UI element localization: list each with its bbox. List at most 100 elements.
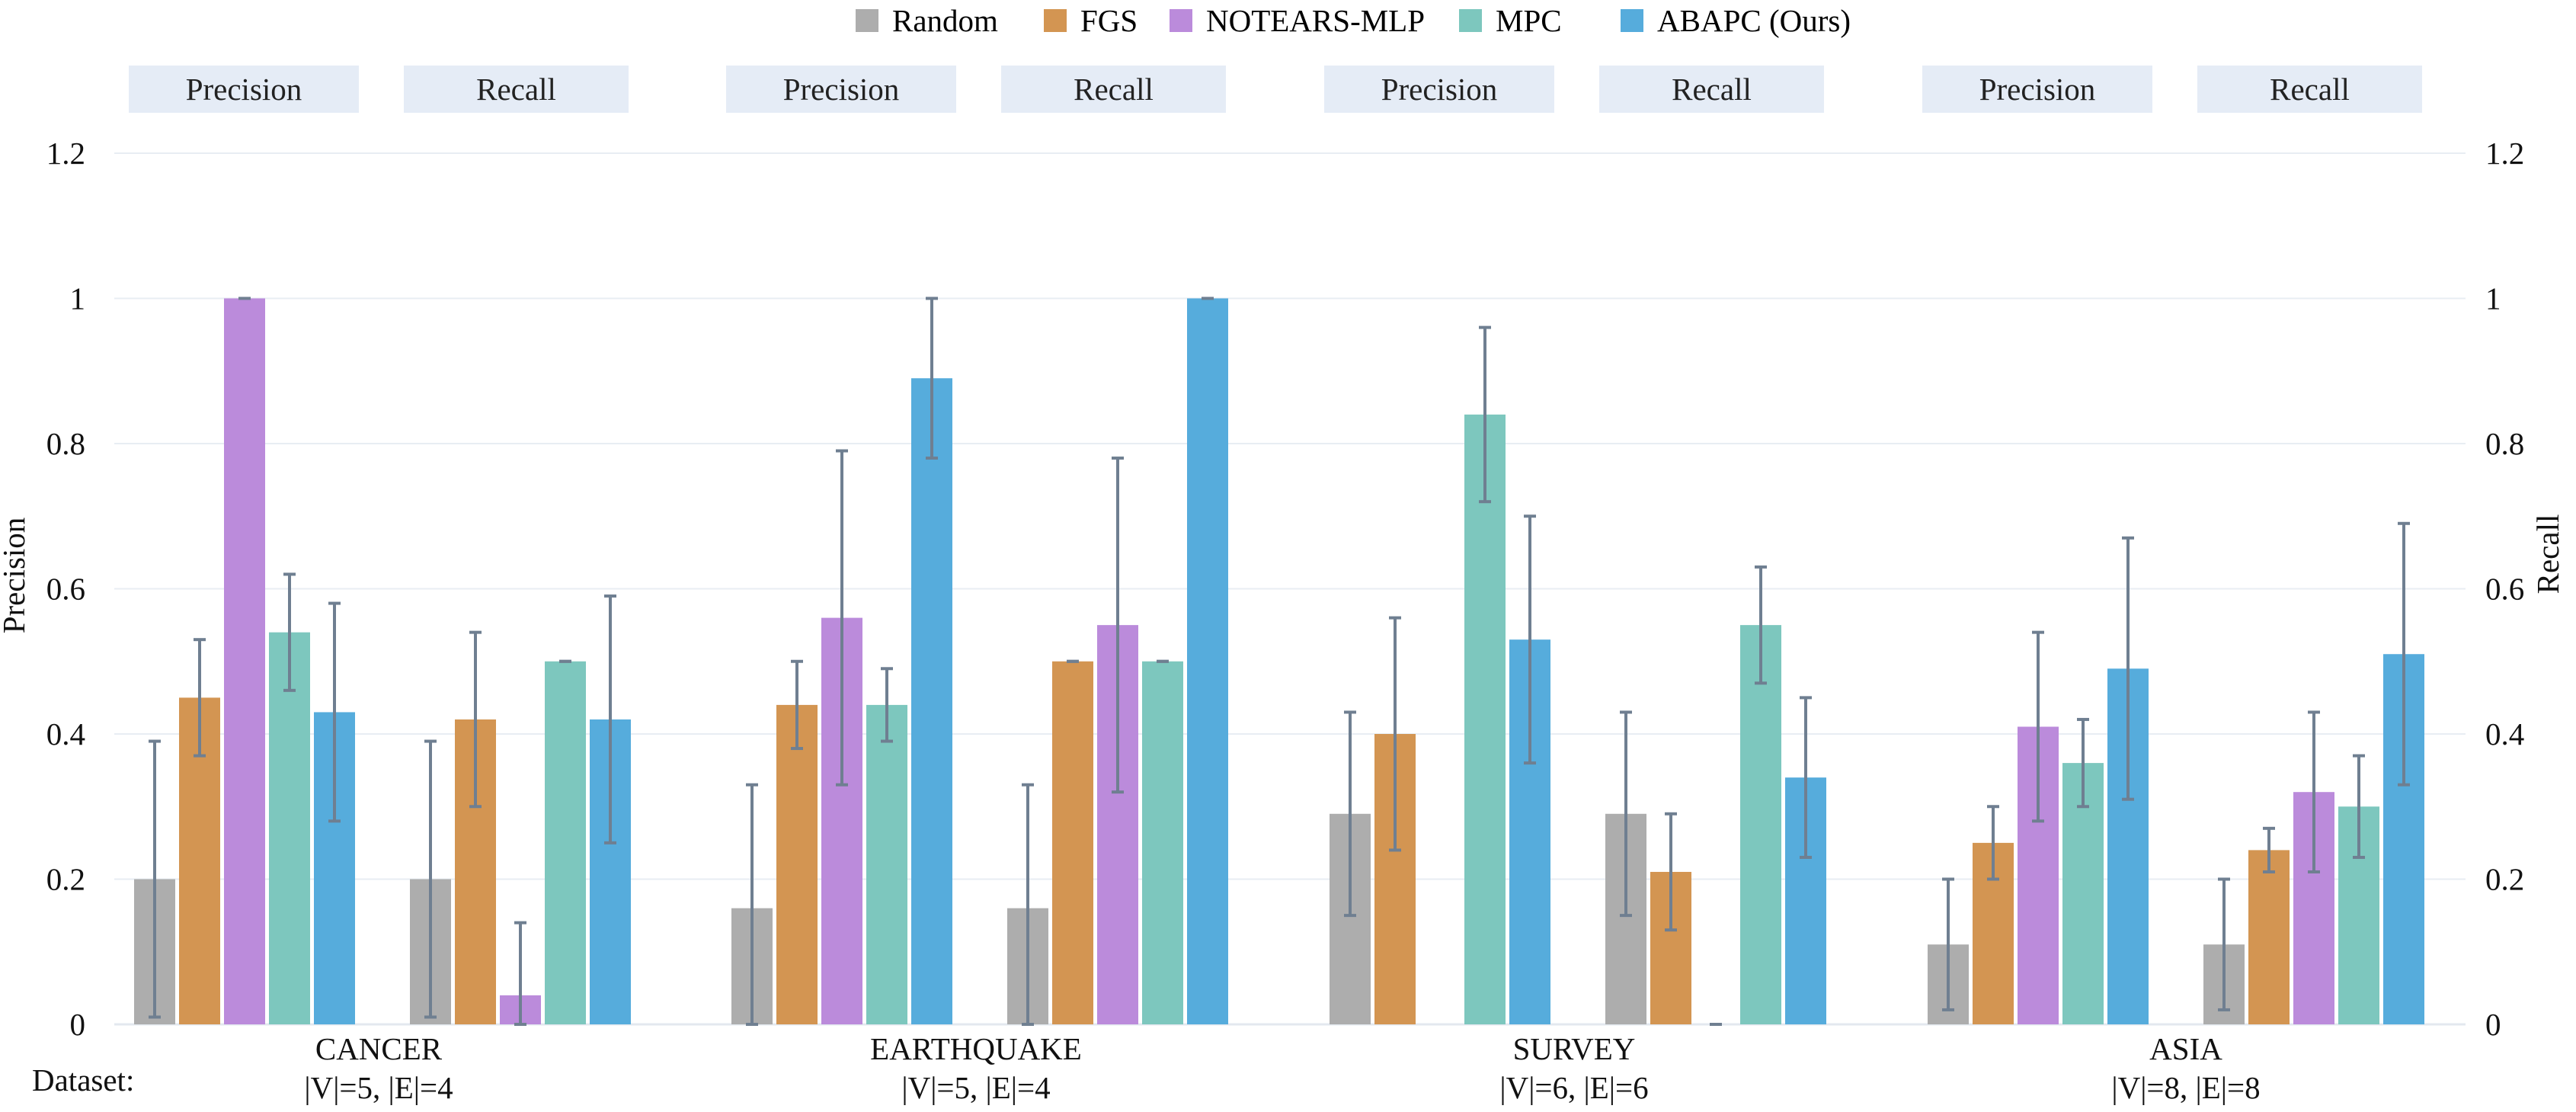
x-tick-label-survey: SURVEY <box>1513 1031 1636 1066</box>
panel-label-box <box>726 66 956 113</box>
y-tick-label-right: 0.8 <box>2485 426 2524 461</box>
x-tick-sublabel-asia: |V|=8, |E|=8 <box>2111 1070 2260 1105</box>
legend-label-fgs: FGS <box>1080 3 1138 38</box>
error-bar-cancer-recall-fgs <box>469 630 482 809</box>
error-bar-survey-recall-random <box>1620 710 1632 918</box>
error-bar-survey-precision-mpc <box>1479 325 1491 504</box>
panel-label-box <box>2197 66 2422 113</box>
error-bar-asia-recall-random <box>2218 877 2230 1011</box>
y-tick-label-right: 1.2 <box>2485 136 2524 171</box>
y-tick-label-left: 1.2 <box>46 136 85 171</box>
error-bar-cancer-precision-random <box>149 739 161 1019</box>
error-bar-earthquake-precision-mpc <box>881 667 893 743</box>
error-bar-survey-precision-fgs <box>1389 616 1401 852</box>
x-tick-sublabel-cancer: |V|=5, |E|=4 <box>304 1070 453 1105</box>
legend-swatch-abapc-ours <box>1621 9 1643 32</box>
y-tick-label-right: 0.4 <box>2485 716 2524 751</box>
panel-label-box <box>1599 66 1824 113</box>
panel-label-recall: Recall <box>1672 72 1752 107</box>
legend-label-mpc: MPC <box>1496 3 1562 38</box>
panel-label-box <box>129 66 359 113</box>
error-bar-cancer-precision-abapc-ours <box>328 601 341 823</box>
bar-earthquake-precision-mpc <box>866 704 907 1024</box>
error-bar-cancer-precision-mpc <box>283 572 296 692</box>
error-bar-survey-precision-random <box>1344 710 1356 918</box>
error-bar-earthquake-precision-random <box>746 783 758 1026</box>
bar-survey-precision-mpc <box>1464 414 1506 1024</box>
legend-swatch-notears-mlp <box>1170 9 1192 32</box>
error-bar-asia-recall-notears-mlp <box>2308 710 2320 873</box>
panel-label-recall: Recall <box>476 72 556 107</box>
bar-cancer-recall-mpc <box>545 661 586 1024</box>
error-bar-asia-precision-fgs <box>1987 805 1999 881</box>
x-tick-label-cancer: CANCER <box>315 1031 443 1066</box>
panel-label-box <box>404 66 629 113</box>
bar-earthquake-recall-fgs <box>1052 661 1093 1024</box>
axes: 0 0 0.2 0.2 0.4 0.4 0.6 0.6 0.8 0.8 1 1 1.2 1.2 CANCER… <box>46 136 2525 1105</box>
panel-label-recall: Recall <box>2270 72 2350 107</box>
error-bar-cancer-recall-random <box>424 739 437 1019</box>
error-bar-cancer-recall-notears-mlp <box>514 921 526 1026</box>
error-bar-earthquake-recall-random <box>1022 783 1034 1026</box>
error-bar-asia-recall-mpc <box>2353 754 2365 859</box>
y-tick-label-left: 0.4 <box>46 716 85 751</box>
y-axis-title-right: Recall <box>2530 514 2565 594</box>
error-bar-asia-precision-notears-mlp <box>2032 630 2044 823</box>
error-bar-asia-precision-abapc-ours <box>2122 536 2134 801</box>
legend-label-abapc-ours: ABAPC (Ours) <box>1657 3 1851 38</box>
y-tick-label-right: 1 <box>2485 281 2501 316</box>
y-tick-label-left: 1 <box>70 281 86 316</box>
y-tick-label-left: 0.2 <box>46 862 85 897</box>
panel-label-precision: Precision <box>1381 72 1498 107</box>
bar-cancer-precision-notears-mlp <box>224 298 265 1024</box>
panel-label-box <box>1324 66 1554 113</box>
panel-labels: Precision Recall Precision Recall Precision R… <box>129 66 2422 113</box>
error-bar-earthquake-precision-notears-mlp <box>836 449 848 787</box>
legend-label-notears-mlp: NOTEARS-MLP <box>1206 3 1425 38</box>
error-bar-cancer-recall-abapc-ours <box>604 594 616 844</box>
x-tick-sublabel-earthquake: |V|=5, |E|=4 <box>901 1070 1050 1105</box>
error-bar-asia-recall-fgs <box>2263 826 2275 873</box>
y-tick-label-left: 0.6 <box>46 572 85 607</box>
error-bar-earthquake-precision-fgs <box>791 659 803 751</box>
y-tick-label-left: 0 <box>70 1007 86 1042</box>
x-tick-sublabel-survey: |V|=6, |E|=6 <box>1499 1070 1648 1105</box>
y-tick-label-right: 0 <box>2485 1007 2501 1042</box>
bar-earthquake-recall-mpc <box>1142 661 1183 1024</box>
error-bar-asia-precision-mpc <box>2077 717 2089 809</box>
legend-swatch-mpc <box>1459 9 1482 32</box>
x-axis-title: Dataset: <box>32 1062 134 1098</box>
error-bar-earthquake-recall-notears-mlp <box>1112 457 1124 794</box>
error-bar-survey-recall-mpc <box>1755 565 1767 685</box>
panel-label-box <box>1001 66 1226 113</box>
panel-label-box <box>1922 66 2152 113</box>
bar-survey-recall-mpc <box>1740 625 1781 1024</box>
error-bar-earthquake-precision-abapc-ours <box>926 296 938 460</box>
bars <box>134 298 2424 1024</box>
bar-asia-recall-fgs <box>2248 850 2290 1024</box>
error-bar-survey-precision-abapc-ours <box>1524 514 1536 765</box>
legend: Random FGS NOTEARS-MLP MPC ABAPC (Ours) <box>856 3 1851 38</box>
x-tick-label-asia: ASIA <box>2149 1031 2222 1066</box>
bar-earthquake-recall-abapc-ours <box>1187 298 1228 1024</box>
y-tick-label-right: 0.6 <box>2485 572 2524 607</box>
legend-swatch-fgs <box>1044 9 1067 32</box>
panel-label-recall: Recall <box>1074 72 1154 107</box>
y-tick-label-right: 0.2 <box>2485 862 2524 897</box>
error-bar-asia-precision-random <box>1942 877 1954 1011</box>
bar-earthquake-precision-abapc-ours <box>911 378 952 1024</box>
legend-label-random: Random <box>892 3 998 38</box>
y-axis-title-left: Precision <box>0 518 31 634</box>
y-tick-label-left: 0.8 <box>46 426 85 461</box>
legend-swatch-random <box>856 9 878 32</box>
error-bar-survey-recall-abapc-ours <box>1800 696 1812 859</box>
error-bar-survey-recall-fgs <box>1665 812 1677 932</box>
bar-cancer-precision-mpc <box>269 632 310 1024</box>
bar-earthquake-precision-fgs <box>776 704 818 1024</box>
panel-label-precision: Precision <box>783 72 900 107</box>
error-bars <box>149 296 2410 1026</box>
panel-label-precision: Precision <box>186 72 302 107</box>
panel-label-precision: Precision <box>1979 72 2096 107</box>
x-tick-label-earthquake: EARTHQUAKE <box>870 1031 1082 1066</box>
